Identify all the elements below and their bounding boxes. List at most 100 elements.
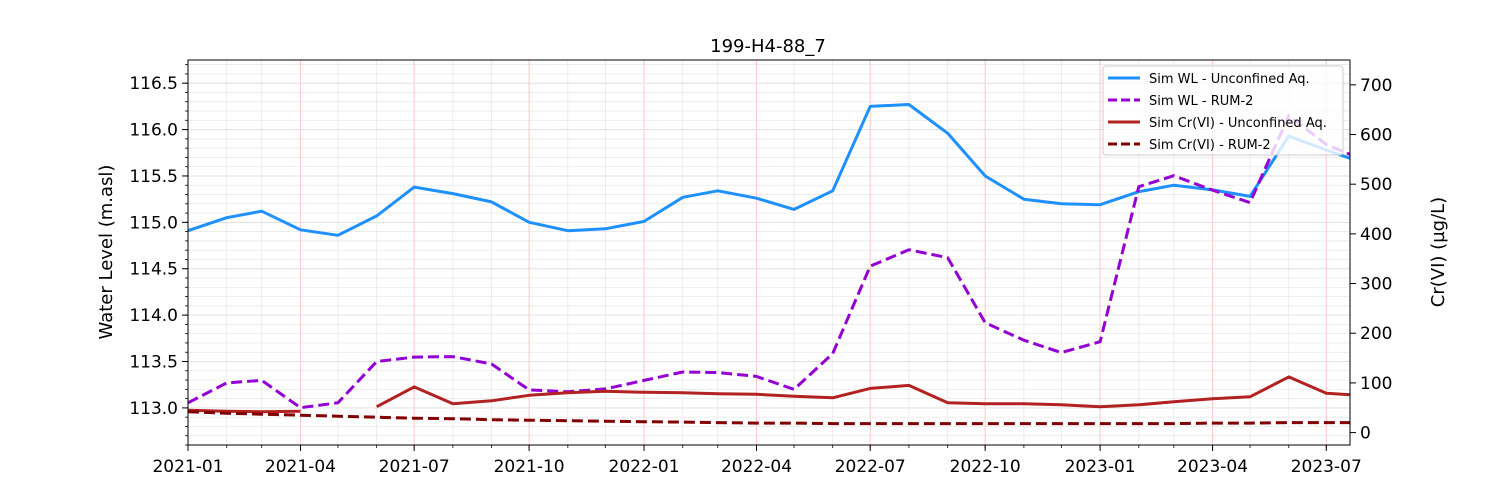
data-point	[1211, 189, 1213, 191]
data-point	[682, 371, 684, 373]
data-point	[604, 228, 606, 230]
series-line-4	[187, 410, 1350, 426]
x-tick-label: 2023-07	[1291, 457, 1362, 477]
data-point	[1138, 185, 1140, 187]
data-point	[299, 410, 301, 412]
data-point	[717, 190, 719, 192]
data-point	[1023, 422, 1025, 424]
legend: Sim WL - Unconfined Aq. Sim WL - RUM-2 Sim…	[1102, 65, 1344, 156]
data-point	[1099, 204, 1101, 206]
x-tick-label: 2023-04	[1177, 457, 1248, 477]
data-point	[984, 403, 986, 405]
data-point	[908, 384, 910, 386]
x-tick-label: 2022-01	[609, 457, 680, 477]
data-point	[375, 215, 377, 217]
data-point	[1249, 396, 1251, 398]
y-axis-left-label: Water Level (m.asl)	[96, 165, 117, 340]
data-point	[490, 363, 492, 365]
data-point	[528, 389, 530, 391]
data-point	[261, 413, 263, 415]
data-point	[1060, 404, 1062, 406]
data-point	[528, 221, 530, 223]
data-point	[337, 402, 339, 404]
data-point	[1173, 184, 1175, 186]
data-point	[1288, 376, 1290, 378]
series-line-1	[187, 114, 1351, 410]
y-left-tick-label: 115.5	[129, 167, 178, 187]
data-point	[832, 352, 834, 354]
data-point	[261, 411, 263, 413]
data-point	[528, 394, 530, 396]
data-point	[226, 382, 228, 384]
data-point	[984, 422, 986, 424]
data-point	[717, 421, 719, 423]
data-point	[375, 416, 377, 418]
data-point	[490, 400, 492, 402]
data-point	[337, 415, 339, 417]
data-point	[1060, 422, 1062, 424]
data-point	[869, 387, 871, 389]
data-point	[869, 422, 871, 424]
chart-title: 199-H4-88_7	[710, 36, 826, 57]
data-point	[1325, 392, 1327, 394]
data-point	[299, 414, 301, 416]
data-point	[946, 132, 948, 134]
data-point	[299, 229, 301, 231]
data-point	[1023, 339, 1025, 341]
data-point	[375, 360, 377, 362]
data-point	[452, 403, 454, 405]
data-point	[1060, 203, 1062, 205]
legend-label-1: Sim WL - RUM-2	[1149, 94, 1253, 109]
data-point	[1173, 175, 1175, 177]
data-point	[682, 421, 684, 423]
x-tick-label: 2021-04	[265, 457, 336, 477]
series-layer	[187, 103, 1351, 426]
data-point	[643, 220, 645, 222]
x-tick-label: 2023-01	[1065, 457, 1136, 477]
data-point	[1249, 201, 1251, 203]
y-left-tick-label: 114.5	[129, 260, 178, 280]
y-right-tick-label: 400	[1360, 225, 1392, 245]
y-right-tick-label: 500	[1360, 175, 1392, 195]
y-axis-left: 113.0 113.5 114.0 114.5 115.0 115.5 116.0 116.5	[129, 64, 188, 446]
data-point	[1099, 422, 1101, 424]
series-line-2	[187, 408, 301, 414]
data-point	[869, 265, 871, 267]
y-right-tick-label: 100	[1360, 374, 1392, 394]
data-point	[452, 417, 454, 419]
data-point	[1099, 406, 1101, 408]
data-point	[490, 201, 492, 203]
data-point	[299, 407, 301, 409]
data-point	[528, 419, 530, 421]
y-left-tick-label: 115.0	[129, 213, 178, 233]
y-left-tick-label: 116.0	[129, 121, 178, 141]
data-point	[1249, 422, 1251, 424]
data-point	[413, 186, 415, 188]
y-left-tick-label: 113.5	[129, 353, 178, 373]
data-point	[755, 197, 757, 199]
legend-box	[1102, 65, 1344, 156]
data-point	[682, 196, 684, 198]
data-point	[375, 406, 377, 408]
series-line-0	[187, 103, 1351, 237]
data-point	[755, 422, 757, 424]
data-point	[604, 420, 606, 422]
data-point	[452, 192, 454, 194]
data-point	[1023, 403, 1025, 405]
data-point	[337, 234, 339, 236]
data-point	[413, 356, 415, 358]
y-left-tick-label: 114.0	[129, 306, 178, 326]
data-point	[984, 175, 986, 177]
y-right-tick-label: 700	[1360, 76, 1392, 96]
data-point	[643, 391, 645, 393]
data-point	[643, 379, 645, 381]
y-right-tick-label: 600	[1360, 126, 1392, 146]
data-point	[1288, 421, 1290, 423]
data-point	[793, 208, 795, 210]
data-point	[793, 395, 795, 397]
data-point	[717, 371, 719, 373]
data-point	[226, 217, 228, 219]
data-point	[946, 257, 948, 259]
x-tick-label: 2022-10	[950, 457, 1021, 477]
